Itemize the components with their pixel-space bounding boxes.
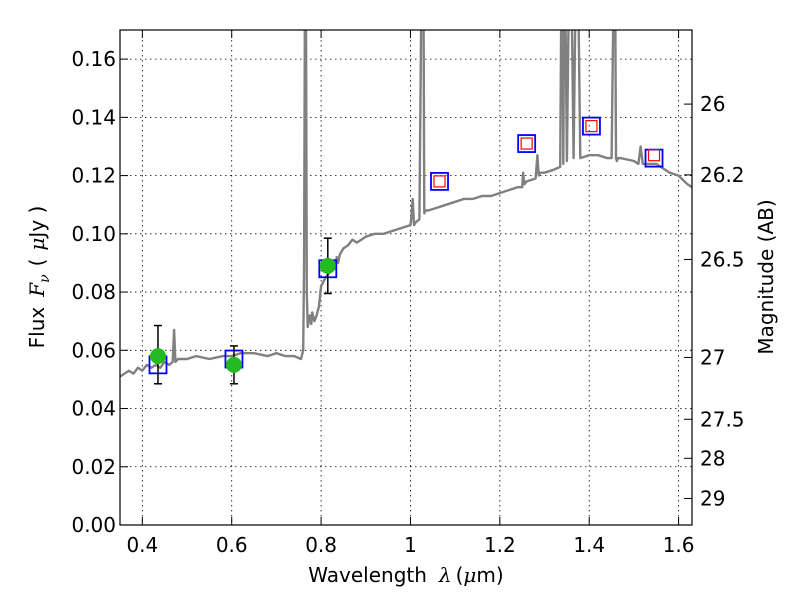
- right-tick-label: 27.5: [700, 407, 745, 431]
- model-photometry-point: [430, 172, 449, 191]
- ticks: [120, 30, 692, 526]
- right-tick-label: 26.2: [700, 163, 745, 187]
- x-tick-labels: 0.4 0.6 0.8 1 1.2 1.4 1.6: [126, 533, 694, 557]
- right-tick-labels: 26 26.2 26.5 27 27.5 28 29: [700, 92, 745, 510]
- x-axis-title: Wavelength λ (μm): [308, 563, 503, 587]
- right-axis-title: Magnitude (AB): [754, 199, 778, 354]
- spectrum-line: [120, 30, 692, 378]
- y-tick-label: 0.06: [71, 338, 116, 362]
- observed-point: [149, 348, 166, 365]
- x-tick-label: 1.2: [484, 533, 516, 557]
- spectrum-layer: [120, 30, 692, 378]
- y-tick-label: 0.02: [71, 455, 116, 479]
- y-tick-label: 0.10: [71, 222, 116, 246]
- y-tick-label: 0.08: [71, 280, 116, 304]
- observed-point: [225, 356, 242, 373]
- x-tick-label: 0.8: [305, 533, 337, 557]
- x-tick-label: 1.6: [663, 533, 695, 557]
- upper-limit-point: [520, 137, 533, 150]
- y-tick-label: 0.16: [71, 47, 116, 71]
- upper-limit-point: [585, 119, 598, 133]
- right-tick-label: 28: [700, 446, 725, 470]
- marker-layer: [148, 116, 664, 385]
- observed-point: [319, 257, 336, 274]
- x-tick-label: 1: [404, 533, 417, 557]
- y-tick-label: 0.12: [71, 164, 116, 188]
- y-tick-label: 0.00: [71, 513, 116, 537]
- right-tick-label: 26.5: [700, 247, 745, 271]
- plot-frame: [119, 29, 693, 526]
- y-tick-label: 0.04: [71, 397, 116, 421]
- x-tick-label: 0.4: [126, 533, 158, 557]
- model-photometry-point: [517, 134, 537, 153]
- upper-limit-point: [433, 175, 446, 188]
- y-axis-title: FluxFν(μJy ): [25, 206, 53, 349]
- right-tick-label: 26: [700, 92, 725, 116]
- y-tick-label: 0.14: [71, 105, 116, 129]
- upper-limit-point: [647, 149, 661, 162]
- model-photometry-point: [582, 116, 601, 136]
- x-tick-label: 0.6: [216, 533, 248, 557]
- right-tick-label: 29: [700, 486, 725, 510]
- y-tick-labels: 0.00 0.02 0.04 0.06 0.08 0.10 0.12 0.14 0.16: [71, 47, 116, 537]
- right-tick-label: 27: [700, 345, 725, 369]
- x-tick-label: 1.4: [573, 533, 605, 557]
